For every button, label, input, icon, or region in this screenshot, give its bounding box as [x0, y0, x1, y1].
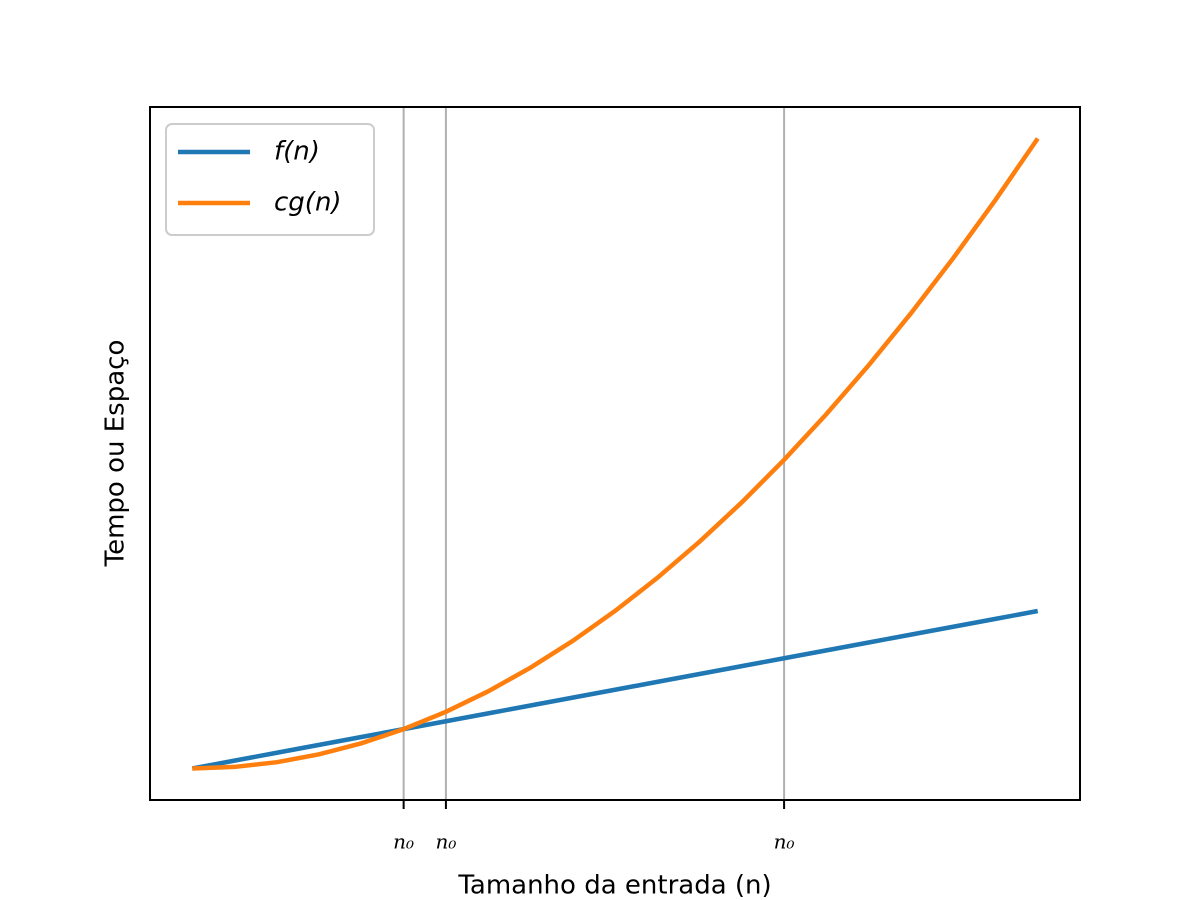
x-tick-label: n₀	[393, 830, 414, 854]
x-tick-label: n₀	[774, 830, 795, 854]
x-axis-label: Tamanho da entrada (n)	[457, 871, 771, 900]
axes-frame	[149, 106, 1081, 801]
data-line	[191, 608, 1039, 771]
y-axis-label: Tempo ou Espaço	[101, 340, 131, 568]
legend-label: cg(n)	[274, 188, 342, 218]
legend-box	[165, 123, 375, 236]
data-line	[192, 137, 1040, 771]
plot-area	[191, 107, 1040, 800]
legend-label: f(n)	[274, 137, 320, 167]
x-tick-label: n₀	[435, 830, 456, 854]
